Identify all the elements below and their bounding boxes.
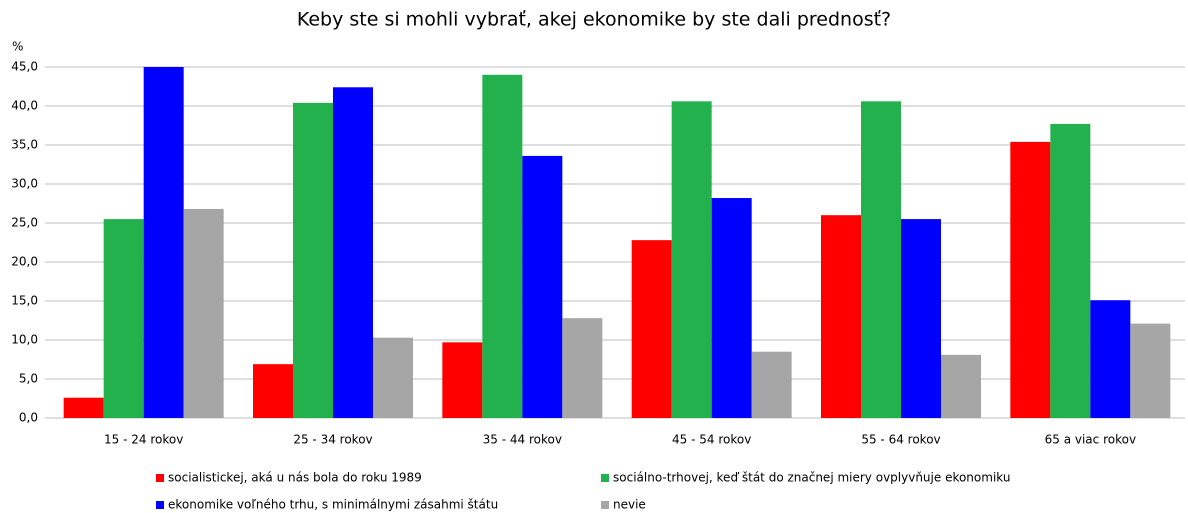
x-tick-label: 15 - 24 rokov [104,433,183,447]
bar [1050,123,1091,418]
legend-swatch [601,474,609,482]
bar [183,208,224,418]
bar [821,215,861,418]
bar [482,74,523,419]
y-tick-label: 35,0 [11,138,38,152]
bar [442,342,483,418]
bar [333,87,373,418]
bar [1130,323,1171,418]
legend-swatch [156,501,164,509]
bar [711,198,752,418]
bar [522,155,563,419]
legend-label: ekonomike voľného trhu, s minimálnymi zá… [168,498,498,512]
legend-swatch [156,474,164,482]
legend-label: socialistickej, aká u nás bola do roku 1… [168,471,422,485]
y-tick-label: 25,0 [11,216,38,230]
x-tick-label: 25 - 34 rokov [293,433,372,447]
y-tick-label: 30,0 [11,177,38,191]
bar [253,364,293,418]
bar [562,318,603,418]
bar [941,354,981,418]
bar [103,219,144,418]
legend-label: nevie [613,498,646,512]
legend-swatch [601,501,609,509]
bar [1010,141,1051,418]
bar [293,102,333,418]
bar [751,351,792,418]
chart-title: Keby ste si mohli vybrať, akej ekonomike… [297,9,891,31]
bar [143,67,184,418]
bar [1090,300,1131,418]
bar [631,240,672,418]
bar [671,101,712,418]
bar [901,219,941,418]
x-tick-label: 55 - 64 rokov [861,433,940,447]
x-tick-label: 45 - 54 rokov [672,433,751,447]
y-tick-label: 45,0 [11,60,38,74]
bar [373,337,413,418]
y-tick-label: 40,0 [11,99,38,113]
y-tick-label: 20,0 [11,255,38,269]
bar [861,101,901,418]
legend-label: sociálno-trhovej, keď štát do značnej mi… [613,471,1010,485]
y-tick-label: 5,0 [19,372,38,386]
bar [63,397,104,418]
y-tick-label: 0,0 [19,411,38,425]
x-tick-label: 35 - 44 rokov [483,433,562,447]
y-tick-label: 10,0 [11,333,38,347]
x-tick-label: 65 a viac rokov [1045,433,1136,447]
y-tick-label: 15,0 [11,294,38,308]
y-axis-label: % [12,40,23,54]
